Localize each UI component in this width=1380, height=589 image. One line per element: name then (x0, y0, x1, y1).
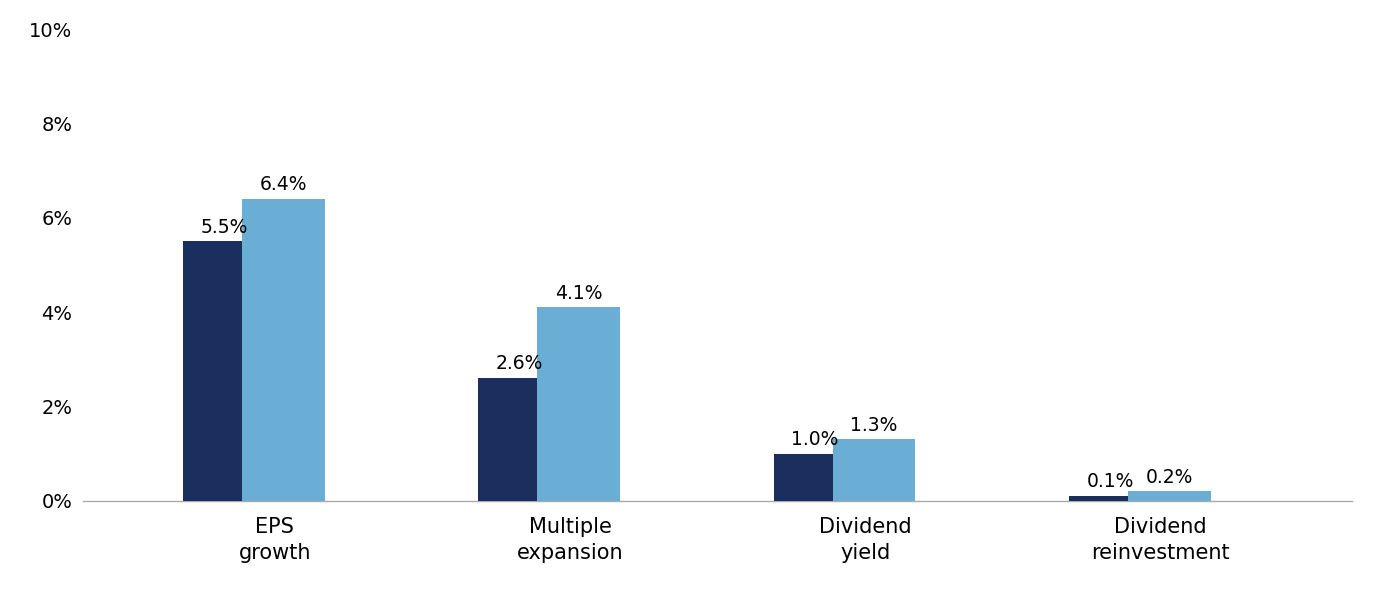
Bar (832, 439, 915, 501)
Text: 0.1%: 0.1% (1086, 472, 1134, 491)
Text: 5.5%: 5.5% (201, 218, 248, 237)
Bar (1127, 491, 1210, 501)
Text: 0.2%: 0.2% (1145, 468, 1194, 487)
Text: 4.1%: 4.1% (555, 284, 603, 303)
Bar (1070, 496, 1152, 501)
Bar (774, 454, 857, 501)
Bar (479, 378, 562, 501)
Text: 1.3%: 1.3% (850, 416, 898, 435)
Bar (184, 241, 266, 501)
Text: 6.4%: 6.4% (259, 176, 308, 194)
Bar (537, 307, 620, 501)
Bar (243, 199, 324, 501)
Text: 1.0%: 1.0% (791, 430, 839, 449)
Text: 2.6%: 2.6% (495, 355, 544, 373)
